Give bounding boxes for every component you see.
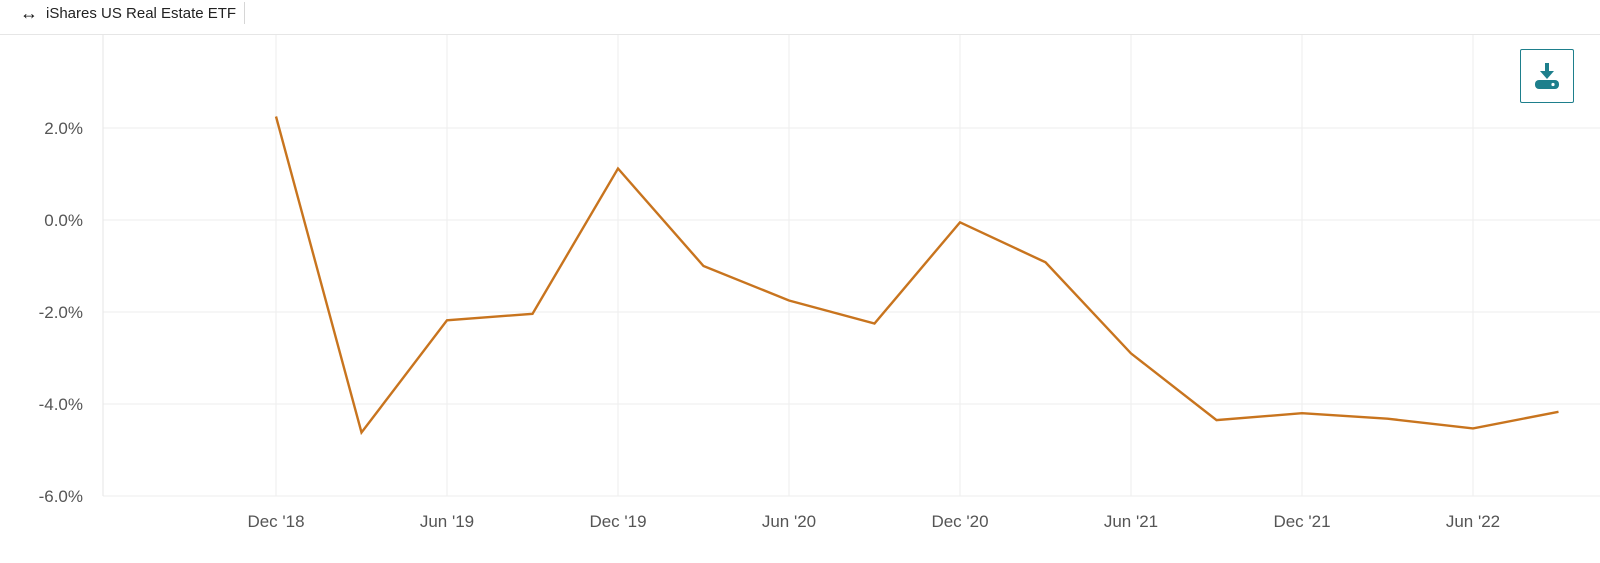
grid-lines [103, 35, 1600, 497]
x-tick-label: Dec '21 [1273, 512, 1330, 531]
download-button[interactable] [1520, 49, 1574, 103]
x-axis-ticks: Dec '18 Jun '19 Dec '19 Jun '20 Dec '20 Jun '… [247, 512, 1500, 531]
horizontal-arrows-icon: ↔ [20, 3, 38, 23]
x-tick-label: Jun '21 [1104, 512, 1158, 531]
chart-legend: ↔ iShares US Real Estate ETF [0, 0, 246, 26]
y-tick-label: -6.0% [39, 487, 83, 506]
y-tick-label: 2.0% [44, 119, 83, 138]
y-tick-label: 0.0% [44, 211, 83, 230]
download-icon [1535, 63, 1559, 89]
x-tick-label: Jun '22 [1446, 512, 1500, 531]
x-tick-label: Dec '19 [589, 512, 646, 531]
x-tick-label: Dec '18 [247, 512, 304, 531]
legend-item-ishares[interactable]: ↔ iShares US Real Estate ETF [20, 2, 246, 24]
header-divider [0, 34, 1600, 35]
y-axis-ticks: 2.0% 0.0% -2.0% -4.0% -6.0% [39, 119, 83, 506]
x-tick-label: Jun '19 [420, 512, 474, 531]
series-layer [274, 116, 1559, 436]
x-tick-label: Dec '20 [931, 512, 988, 531]
y-tick-label: -2.0% [39, 303, 83, 322]
series-line [274, 116, 1559, 436]
legend-label: iShares US Real Estate ETF [46, 4, 237, 22]
y-tick-label: -4.0% [39, 395, 83, 414]
x-tick-label: Jun '20 [762, 512, 816, 531]
